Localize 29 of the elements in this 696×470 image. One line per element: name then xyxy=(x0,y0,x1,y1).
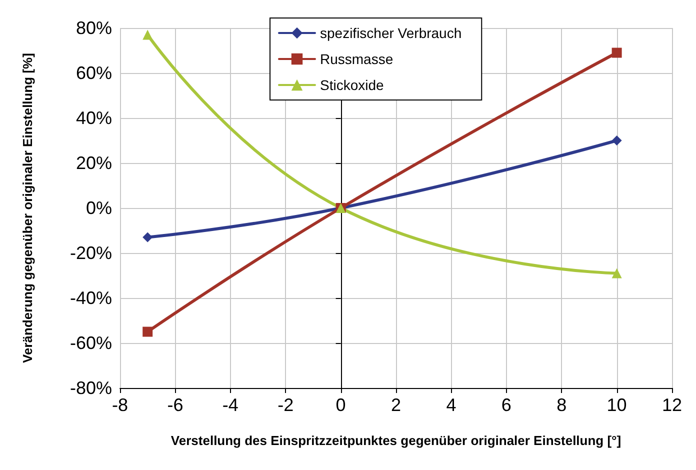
x-tick-label: 0 xyxy=(336,395,346,415)
y-tick-label: 80% xyxy=(76,18,112,38)
x-tick-label: 6 xyxy=(501,395,512,415)
x-tick-label: -2 xyxy=(278,395,294,415)
y-tick-label: -60% xyxy=(70,333,112,353)
point xyxy=(142,326,153,337)
y-tick-label: 0% xyxy=(86,198,112,218)
legend-label: Russmasse xyxy=(320,51,394,67)
y-tick-label: -40% xyxy=(70,288,112,308)
x-tick-label: 4 xyxy=(446,395,456,415)
x-axis-title: Verstellung des Einspritzzeitpunktes gegenüber originaler Einstellung [°] xyxy=(170,433,622,448)
x-tick-label: 12 xyxy=(662,395,682,415)
x-tick-label: 8 xyxy=(556,395,567,415)
x-tick-label: -6 xyxy=(167,395,184,415)
x-tick-label: -8 xyxy=(112,395,128,415)
x-tick-label: 2 xyxy=(390,395,402,415)
point xyxy=(142,232,153,242)
y-tick-label: -80% xyxy=(70,378,112,398)
x-tick-label: -4 xyxy=(222,395,238,415)
y-tick-label: -20% xyxy=(70,243,112,263)
legend-label: Stickoxide xyxy=(320,77,384,93)
y-tick-label: 60% xyxy=(76,63,112,83)
point xyxy=(612,136,622,146)
y-axis-title: Veränderung gegenüber originaler Einstellung [%] xyxy=(20,53,35,363)
point xyxy=(612,48,622,58)
legend-label: spezifischer Verbrauch xyxy=(320,25,462,41)
y-tick-label: 20% xyxy=(76,153,112,173)
x-tick-label: 10 xyxy=(606,395,627,415)
y-tick-label: 40% xyxy=(76,108,112,128)
